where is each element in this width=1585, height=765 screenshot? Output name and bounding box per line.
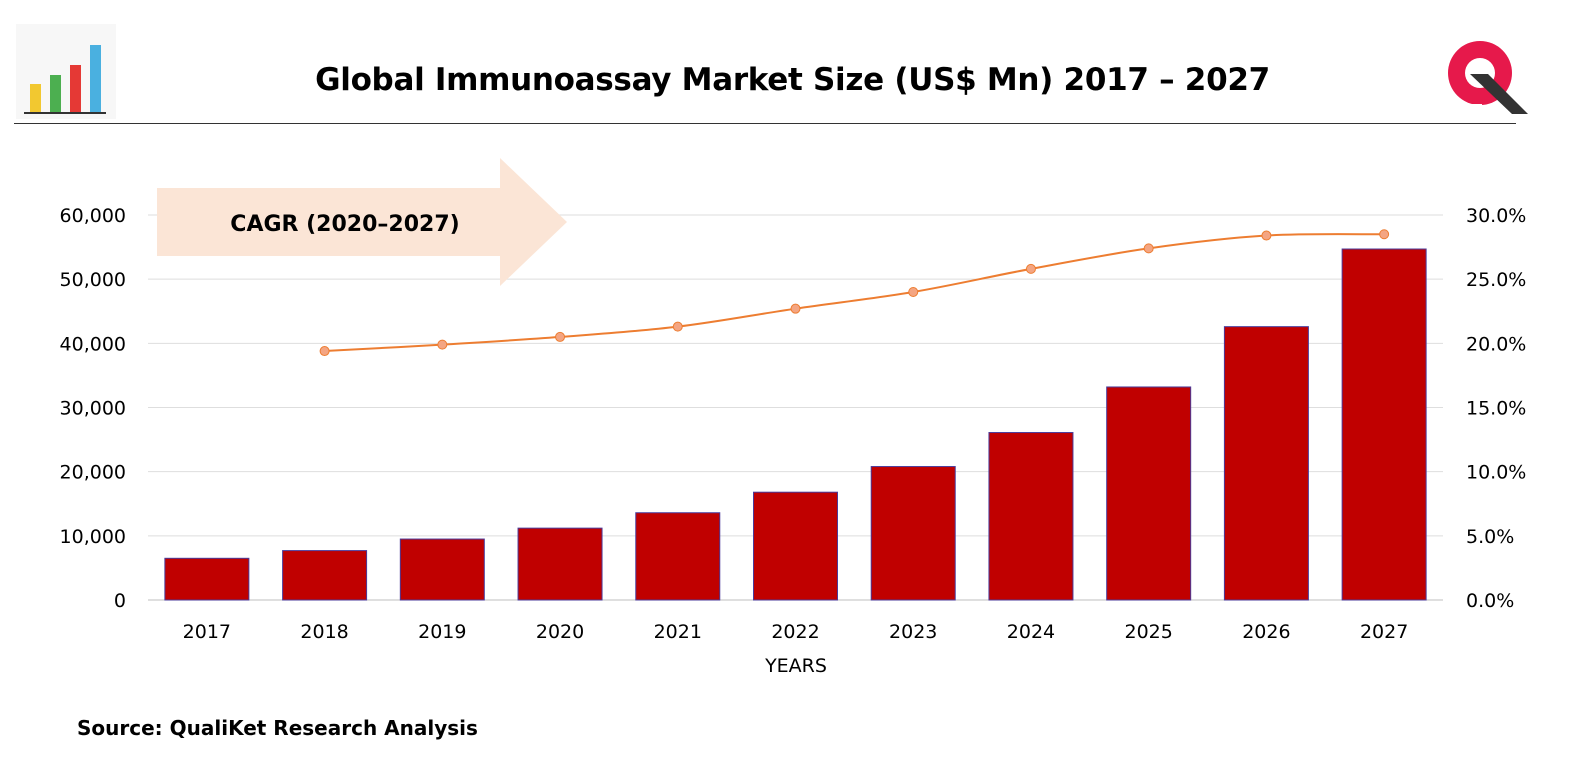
bar — [517, 527, 603, 601]
source-note: Source: QualiKet Research Analysis — [77, 716, 478, 740]
cagr-label: CAGR (2020–2027) — [230, 212, 459, 237]
chart: CAGR (2020–2027) 0 10,000 20,000 30,000 40,0… — [60, 158, 1526, 677]
x-tick-label: 2018 — [300, 621, 348, 643]
cagr-point — [1143, 243, 1154, 254]
x-tick-label: 2021 — [654, 621, 702, 643]
x-tick-label: 2020 — [536, 621, 584, 643]
cagr-point — [1379, 229, 1390, 240]
cagr-point — [555, 331, 566, 342]
y2-tick-label: 25.0% — [1466, 269, 1526, 291]
y2-tick-label: 30.0% — [1466, 205, 1526, 227]
bar — [399, 538, 485, 601]
y2-tick-label: 15.0% — [1466, 398, 1526, 420]
cagr-arrow — [157, 158, 567, 286]
cagr-point — [908, 287, 919, 297]
y-tick-label: 10,000 — [60, 526, 126, 548]
cagr-line-series — [319, 229, 1390, 357]
cagr-point — [437, 339, 448, 350]
y-tick-label: 40,000 — [60, 333, 126, 355]
x-tick-label: 2019 — [418, 621, 466, 643]
qualiket-logo-icon — [1448, 41, 1528, 116]
y-axis-right: 0.0% 5.0% 10.0% 15.0% 20.0% 25.0% 30.0% — [1466, 205, 1526, 612]
cagr-point — [672, 321, 683, 332]
bar — [870, 466, 956, 601]
x-tick-label: 2026 — [1242, 621, 1290, 643]
bar — [164, 557, 250, 601]
x-tick-label: 2024 — [1007, 621, 1055, 643]
cagr-point — [790, 303, 801, 314]
y2-tick-label: 20.0% — [1466, 333, 1526, 355]
bar-chart-icon — [16, 24, 116, 119]
y-tick-label: 20,000 — [60, 462, 126, 484]
x-tick-label: 2027 — [1360, 621, 1408, 643]
y2-tick-label: 10.0% — [1466, 462, 1526, 484]
y2-tick-label: 0.0% — [1466, 590, 1514, 612]
y-tick-label: 50,000 — [60, 269, 126, 291]
cagr-point — [1261, 230, 1272, 241]
bar-series — [164, 248, 1427, 601]
header: Global Immunoassay Market Size (US$ Mn) … — [0, 0, 1585, 130]
x-tick-label: 2017 — [183, 621, 231, 643]
page-title: Global Immunoassay Market Size (US$ Mn) … — [315, 62, 1270, 98]
y2-tick-label: 5.0% — [1466, 526, 1514, 548]
bar — [635, 512, 721, 601]
bar — [753, 491, 838, 601]
y-axis-left: 0 10,000 20,000 30,000 40,000 50,000 60,000 — [60, 205, 126, 612]
bar — [988, 432, 1074, 601]
x-tick-label: 2023 — [889, 621, 937, 643]
x-tick-label: 2022 — [771, 621, 819, 643]
cagr-annotation: CAGR (2020–2027) — [157, 158, 567, 286]
cagr-line — [324, 233, 1385, 353]
y-tick-label: 30,000 — [60, 398, 126, 420]
x-axis-title: YEARS — [764, 655, 827, 677]
bar — [1341, 248, 1427, 601]
y-tick-label: 60,000 — [60, 205, 126, 227]
header-divider — [14, 123, 1516, 124]
x-axis: 2017 2018 2019 2020 2021 2022 2023 2024 2025 2026… — [183, 621, 1409, 643]
bar — [1223, 326, 1309, 601]
x-tick-label: 2025 — [1125, 621, 1173, 643]
cagr-point — [319, 346, 330, 357]
bar — [1106, 386, 1192, 601]
cagr-point — [1025, 263, 1036, 274]
bar — [282, 550, 368, 601]
y-tick-label: 0 — [114, 590, 126, 612]
